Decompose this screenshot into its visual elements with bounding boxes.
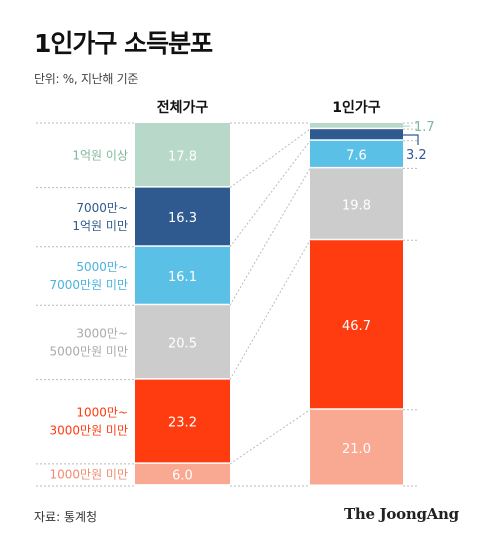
category-label-0: 전체가구 xyxy=(157,99,209,116)
brand-logo: The JoongAng xyxy=(344,505,459,523)
value-label: 19.8 xyxy=(342,198,371,213)
connector-line xyxy=(229,240,311,380)
bar-segment xyxy=(135,123,230,187)
value-label: 16.3 xyxy=(168,211,197,226)
segment-label: 1000만~ xyxy=(76,406,128,420)
bar-segment xyxy=(135,187,230,246)
bar-segment xyxy=(135,379,230,463)
segment-label: 1000만원 미만 xyxy=(49,468,128,482)
bar-segment xyxy=(310,129,403,140)
bar-segment xyxy=(310,123,403,128)
category-label-1: 1인가구 xyxy=(332,99,381,116)
segment-label: 7000만원 미만 xyxy=(49,278,128,292)
bar-segment xyxy=(135,463,230,485)
bar-segment xyxy=(135,305,230,379)
value-label: 21.0 xyxy=(342,442,371,457)
bar-segment xyxy=(135,246,230,304)
connector-line xyxy=(229,128,311,189)
bar-segment xyxy=(310,240,403,409)
segment-label: 1억원 이상 xyxy=(72,148,128,162)
value-label: 7.6 xyxy=(346,149,367,164)
bar-segment xyxy=(310,140,403,167)
segment-label: 3000만원 미만 xyxy=(49,424,128,438)
value-label: 20.5 xyxy=(168,336,197,351)
connector-line xyxy=(229,140,311,248)
bar-segment xyxy=(310,409,403,485)
value-label: 3.2 xyxy=(406,148,427,163)
value-label: 17.8 xyxy=(168,149,197,164)
connector-line xyxy=(229,168,311,306)
connector-line xyxy=(229,409,311,465)
value-label: 16.1 xyxy=(168,270,197,285)
segment-label: 3000만~ xyxy=(76,326,128,340)
segment-label: 1억원 미만 xyxy=(72,219,128,233)
chart-title: 1인가구 소득분포 xyxy=(34,29,213,58)
bar-segment xyxy=(310,168,403,239)
source-note: 자료: 통계청 xyxy=(34,510,98,524)
callout-line xyxy=(403,134,419,145)
value-label: 46.7 xyxy=(342,319,371,334)
unit-note: 단위: %, 지난해 기준 xyxy=(34,72,139,86)
value-label: 23.2 xyxy=(168,416,197,431)
segment-label: 5000만원 미만 xyxy=(49,344,128,358)
segment-label: 5000만~ xyxy=(76,260,128,274)
value-label: 6.0 xyxy=(172,469,193,484)
value-label: 1.7 xyxy=(414,120,435,135)
segment-label: 7000만~ xyxy=(76,201,128,215)
